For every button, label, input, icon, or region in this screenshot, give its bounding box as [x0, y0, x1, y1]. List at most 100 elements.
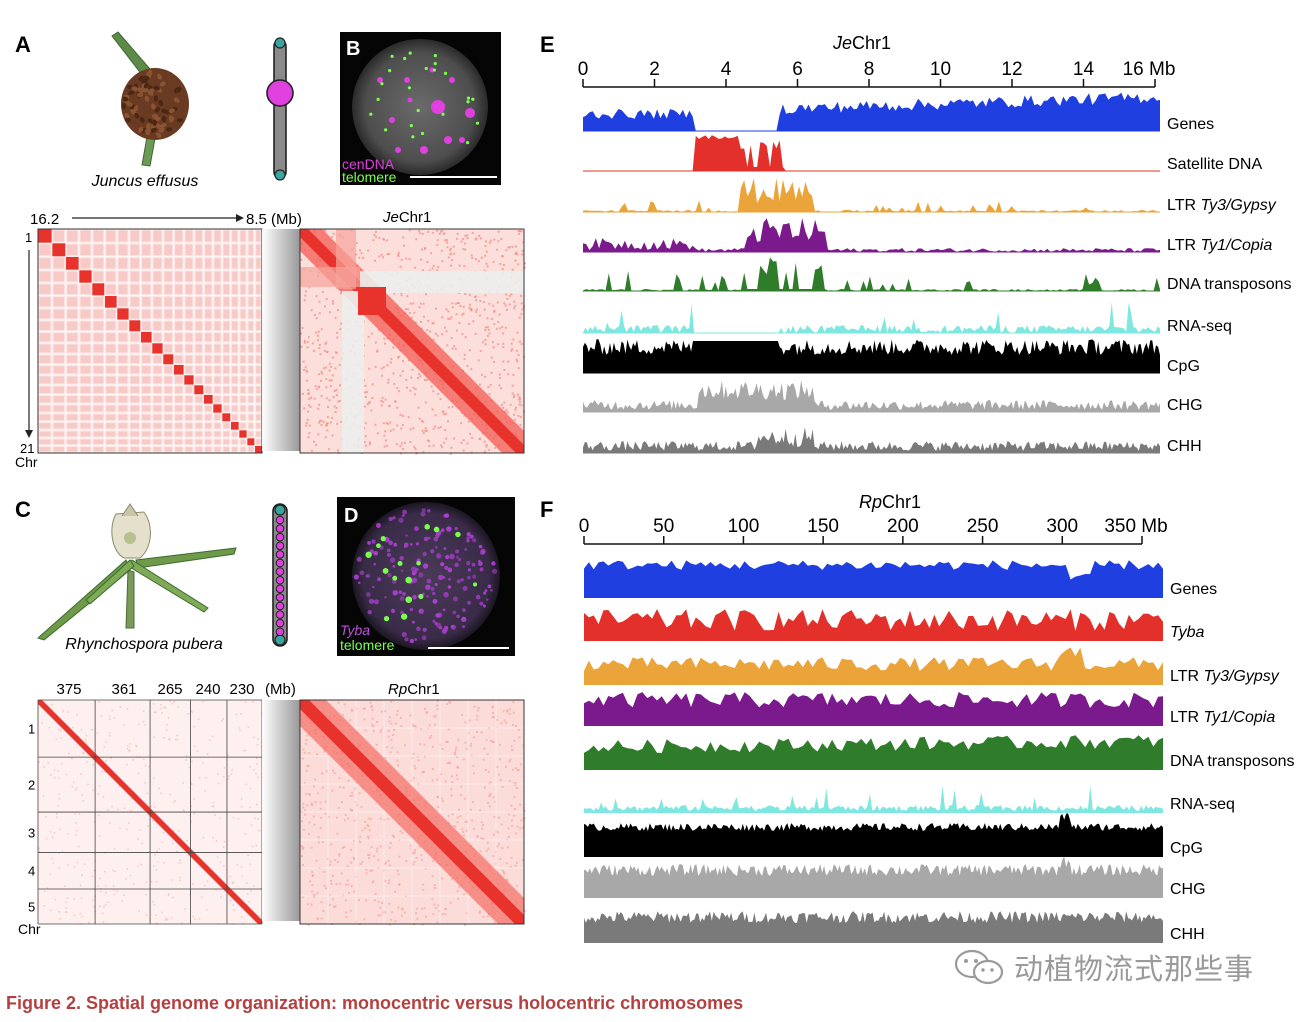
hic-c-size-2: 361: [111, 681, 136, 698]
track-e-label-5: RNA-seq: [1167, 318, 1232, 335]
panel-letter-c: C: [15, 497, 31, 522]
legend-tyba: Tyba: [340, 622, 370, 638]
track-e-label-3: LTR Ty1/Copia: [1167, 237, 1272, 254]
hic-heatmap-rpchr1: [299, 699, 526, 926]
axis-f-tick-6: 300: [1046, 516, 1078, 537]
track-e-ltr-ty1-copia: LTR Ty1/Copia: [583, 218, 1272, 254]
track-f-label-7: CHG: [1170, 881, 1206, 898]
axis-e-tick-1: 2: [649, 59, 660, 80]
hic-a-left-label: 16.2: [30, 211, 59, 228]
axis-f-tick-3: 150: [807, 516, 839, 537]
track-e-genes: Genes: [583, 92, 1214, 133]
zoom-a-title: JeChr1: [382, 209, 431, 226]
hic-heatmap-rhynchospora-genome: [37, 699, 264, 925]
track-e-label-0: Genes: [1167, 116, 1214, 133]
axis-e-tick-6: 12: [1001, 59, 1022, 80]
axis-f-tick-5: 250: [967, 516, 999, 537]
hic-heatmap-jechr1: [299, 228, 526, 455]
track-f-label-4: DNA transposons: [1170, 753, 1295, 770]
axis-e-tick-8: 16 Mb: [1123, 59, 1176, 80]
track-e-satellite-dna: Satellite DNA: [583, 135, 1262, 173]
panel-f-axis: 0 50 100 150 200 250 300 350 Mb: [579, 516, 1168, 545]
hic-c-row-5: 5: [28, 899, 35, 914]
track-f-tyba: Tyba: [584, 609, 1204, 641]
hic-c-size-5: 230: [229, 681, 254, 698]
panel-letter-e: E: [540, 32, 555, 57]
track-f-label-8: CHH: [1170, 926, 1205, 943]
hic-c-row-4: 4: [28, 864, 35, 879]
panel-letter-d: D: [344, 505, 358, 527]
track-f-label-1: Tyba: [1170, 624, 1204, 641]
track-e-chg: CHG: [583, 380, 1203, 414]
track-f-label-3: LTR Ty1/Copia: [1170, 709, 1275, 726]
track-e-label-4: DNA transposons: [1167, 276, 1292, 293]
hic-c-size-4: 240: [195, 681, 220, 698]
hic-a-right-label: 8.5 (Mb): [246, 211, 302, 228]
panel-letter-b: B: [346, 38, 360, 60]
track-f-chh: CHH: [584, 911, 1205, 943]
hic-c-size-1: 375: [56, 681, 81, 698]
track-e-ltr-ty3-gypsy: LTR Ty3/Gypsy: [583, 178, 1277, 214]
track-f-label-0: Genes: [1170, 581, 1217, 598]
species-name-juncus: Juncus effusus: [91, 173, 199, 190]
track-e-chh: CHH: [583, 427, 1202, 455]
track-f-ltr-ty3-gypsy: LTR Ty3/Gypsy: [584, 647, 1280, 685]
axis-f-tick-1: 50: [653, 516, 674, 537]
track-f-rna-seq: RNA-seq: [584, 785, 1235, 813]
microscopy-image-b: [340, 32, 501, 185]
hic-c-axis-label: Chr: [18, 921, 41, 937]
axis-f-tick-4: 200: [887, 516, 919, 537]
watermark-text: 动植物流式那些事: [1014, 952, 1255, 986]
juncus-plant-illustration: [111, 31, 189, 167]
track-f-label-6: CpG: [1170, 840, 1203, 857]
axis-e-tick-3: 6: [792, 59, 803, 80]
hic-a-row-last: 21: [20, 441, 34, 456]
hic-a-axis-label: Chr: [15, 454, 38, 470]
track-e-rna-seq: RNA-seq: [583, 302, 1232, 335]
hic-c-row-1: 1: [28, 722, 35, 737]
panel-letter-f: F: [540, 497, 553, 522]
panel-f-title: RpChr1: [859, 492, 921, 512]
track-e-label-7: CHG: [1167, 397, 1203, 414]
track-f-label-5: RNA-seq: [1170, 796, 1235, 813]
zoom-funnel-a: [262, 229, 300, 451]
zoom-c-title: RpChr1: [388, 681, 440, 698]
hic-c-size-3: 265: [157, 681, 182, 698]
hic-c-unit: (Mb): [265, 681, 296, 698]
panel-e-title: JeChr1: [832, 33, 891, 53]
axis-f-tick-7: 350 Mb: [1104, 516, 1167, 537]
track-e-label-2: LTR Ty3/Gypsy: [1167, 197, 1277, 214]
hic-a-top-arrowhead: [236, 214, 244, 222]
panel-letter-a: A: [15, 32, 31, 57]
hic-heatmap-juncus-genome: [37, 228, 263, 454]
species-name-rhynchospora: Rhynchospora pubera: [65, 636, 223, 653]
panel-f-tracks: Genes Tyba LTR Ty3/Gypsy LTR Ty1/Copia DNA t…: [584, 560, 1295, 943]
axis-f-tick-2: 100: [728, 516, 760, 537]
track-e-label-6: CpG: [1167, 358, 1200, 375]
hic-a-row-first: 1: [25, 230, 32, 245]
legend-telomere-b: telomere: [342, 169, 397, 185]
track-f-dna-transposons: DNA transposons: [584, 735, 1295, 770]
figure-caption: Figure 2. Spatial genome organization: m…: [6, 993, 744, 1013]
axis-e-tick-7: 14: [1073, 59, 1095, 80]
track-e-label-1: Satellite DNA: [1167, 156, 1262, 173]
hic-c-row-labels: 1 2 3 4 5: [28, 722, 35, 915]
axis-e-tick-5: 10: [930, 59, 951, 80]
panel-e-tracks: Genes Satellite DNA LTR Ty3/Gypsy LTR Ty1/C…: [583, 92, 1292, 455]
zoom-funnel-c: [262, 700, 300, 921]
wechat-icon: [954, 949, 1004, 985]
axis-e-tick-2: 4: [721, 59, 732, 80]
track-f-chg: CHG: [584, 856, 1206, 898]
axis-f-tick-0: 0: [579, 516, 590, 537]
legend-cendna: cenDNA: [342, 156, 395, 172]
holocentric-chromosome-icon: [272, 503, 288, 647]
track-e-cpg: CpG: [583, 339, 1200, 375]
track-e-label-8: CHH: [1167, 438, 1202, 455]
legend-telomere-d: telomere: [340, 637, 395, 653]
panel-e-axis: 0 2 4 6 8 10 12 14 16 Mb: [578, 59, 1176, 88]
hic-c-row-2: 2: [28, 778, 35, 793]
hic-c-row-3: 3: [28, 825, 35, 840]
track-e-dna-transposons: DNA transposons: [583, 257, 1292, 293]
hic-a-side-arrowhead: [25, 430, 33, 438]
